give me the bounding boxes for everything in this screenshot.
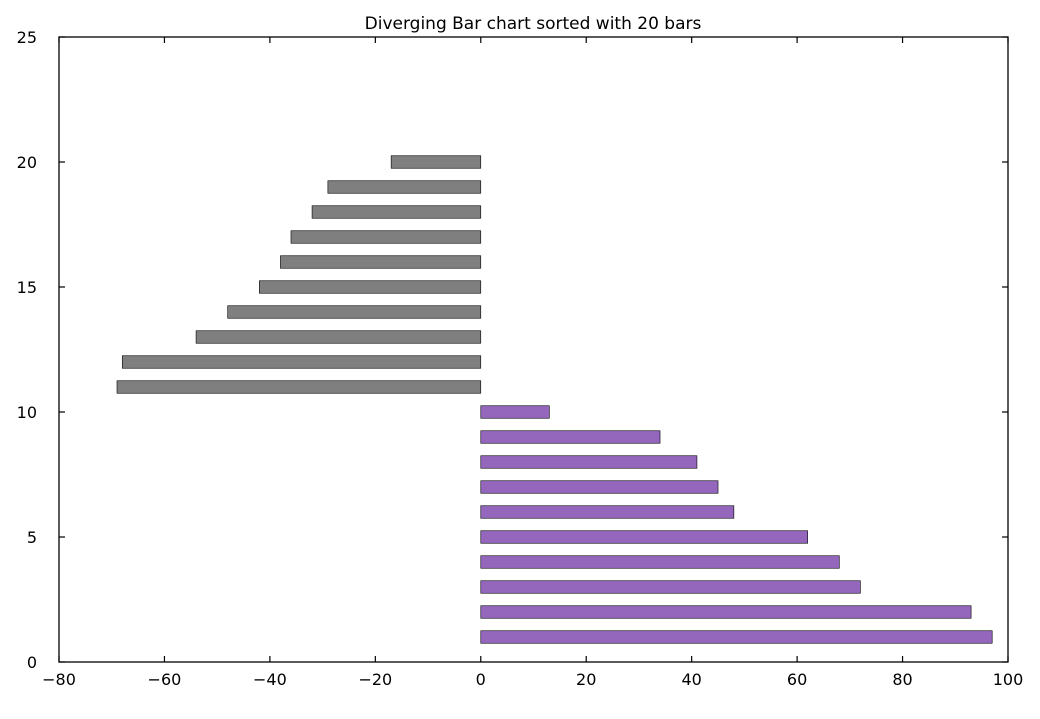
bar-18 bbox=[311, 205, 482, 219]
bar-13 bbox=[195, 330, 482, 344]
y-tick-label-2: 10 bbox=[17, 403, 37, 422]
bar-7 bbox=[480, 480, 719, 494]
bar-6 bbox=[480, 505, 735, 519]
x-tick-label-4: 0 bbox=[476, 670, 486, 689]
bar-17 bbox=[290, 230, 482, 244]
bar-1 bbox=[480, 630, 993, 644]
plot-frame bbox=[58, 36, 1009, 663]
x-tick-label-3: −20 bbox=[358, 670, 392, 689]
x-tick-label-6: 40 bbox=[681, 670, 701, 689]
chart-title: Diverging Bar chart sorted with 20 bars bbox=[365, 14, 702, 34]
bar-10 bbox=[480, 405, 550, 419]
bar-2 bbox=[480, 605, 972, 619]
bars-layer bbox=[116, 155, 993, 644]
x-tick-label-2: −40 bbox=[253, 670, 287, 689]
bar-12 bbox=[121, 355, 482, 369]
bar-9 bbox=[480, 430, 661, 444]
x-tick-label-5: 20 bbox=[576, 670, 596, 689]
y-tick-label-1: 5 bbox=[27, 528, 37, 547]
y-tick-label-0: 0 bbox=[27, 653, 37, 672]
bar-14 bbox=[227, 305, 482, 319]
y-tick-label-5: 25 bbox=[17, 28, 37, 47]
bar-3 bbox=[480, 580, 861, 594]
x-tick-label-0: −80 bbox=[42, 670, 76, 689]
bar-16 bbox=[280, 255, 482, 269]
x-tick-label-1: −60 bbox=[148, 670, 182, 689]
ticks-layer: −80 −60 −40 −20 0 20 40 60 80 100 0 5 10 15 20 25 bbox=[17, 28, 1024, 689]
bar-8 bbox=[480, 455, 698, 469]
x-tick-label-9: 100 bbox=[993, 670, 1024, 689]
x-tick-label-8: 80 bbox=[892, 670, 912, 689]
y-tick-label-4: 20 bbox=[17, 153, 37, 172]
bar-11 bbox=[116, 380, 482, 394]
y-tick-label-3: 15 bbox=[17, 278, 37, 297]
bar-15 bbox=[259, 280, 482, 294]
bar-5 bbox=[480, 530, 808, 544]
bar-20 bbox=[390, 155, 482, 169]
x-tick-label-7: 60 bbox=[787, 670, 807, 689]
bar-19 bbox=[327, 180, 482, 194]
bar-4 bbox=[480, 555, 840, 569]
